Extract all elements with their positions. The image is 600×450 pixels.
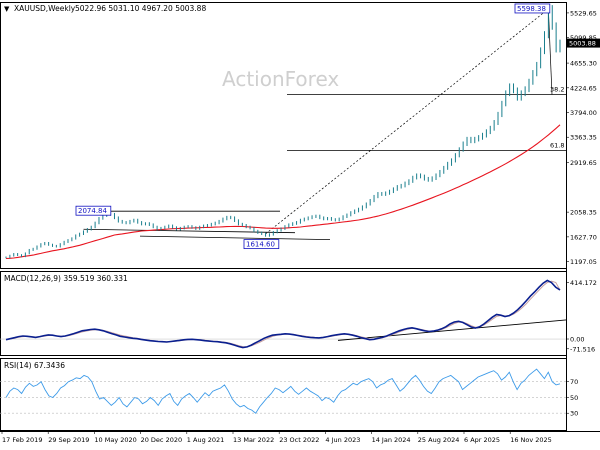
time-tick-label: 29 Sep 2019: [48, 436, 89, 444]
axis-layer: 5529.65 5099.85 4655.30 4224.65 3794.00 3363.…: [1, 9, 600, 444]
rsi-line: [5, 368, 561, 414]
low-label-box: [243, 239, 280, 250]
time-tick-label: 23 Oct 2022: [279, 436, 319, 444]
time-tick-label: 20 Dec 2020: [141, 436, 183, 444]
prior-high-label: 2074.84: [78, 207, 107, 215]
range-mid-line: [83, 228, 296, 234]
high-label: 5598.38: [517, 5, 546, 13]
macd-trend-line: [337, 319, 567, 341]
macd-layer: [0, 279, 567, 349]
macd-tick-label: -71.516: [570, 345, 595, 353]
time-tick-label: 14 Jan 2024: [372, 436, 411, 444]
macd-tick-label: 0.00: [570, 336, 584, 344]
rsi-panel-frame: [0, 358, 567, 431]
rsi-tick-label: 30: [570, 410, 578, 418]
sma-line: [5, 124, 561, 260]
price-tick-label: 4655.30: [570, 60, 597, 68]
rsi-tick-label: 70: [570, 378, 578, 386]
price-tick-label: 4224.65: [570, 84, 597, 92]
macd-main-line: [5, 279, 561, 349]
macd-panel-frame: [0, 271, 567, 356]
retrace-line: [548, 8, 553, 95]
time-tick-label: 17 Feb 2019: [2, 436, 42, 444]
rsi-layer: [0, 368, 566, 414]
time-tick-label: 25 Aug 2024: [418, 436, 460, 444]
rsi-title: RSI(14) 67.3436: [4, 361, 65, 370]
fib-38-label: 38.2: [550, 86, 564, 94]
macd-tick-label: 414.172: [570, 279, 597, 287]
time-tick-label: 13 Mar 2022: [233, 436, 274, 444]
macd-signal-line: [5, 280, 561, 348]
time-tick-label: 10 May 2020: [94, 436, 136, 444]
price-tick-label: 1197.05: [570, 258, 597, 266]
price-tick-label: 3363.35: [570, 134, 597, 142]
price-tick-label: 5099.85: [570, 34, 597, 42]
chart-symbol: XAUUSD,Weekly: [14, 4, 76, 13]
projection-line: [265, 8, 549, 235]
dropdown-arrow-icon[interactable]: ▼: [4, 5, 10, 13]
time-tick-label: 4 Jun 2023: [325, 436, 360, 444]
price-tick-label: 5529.65: [570, 9, 597, 17]
price-tick-label: 2919.65: [570, 159, 597, 167]
rsi-tick-label: 50: [570, 394, 578, 402]
current-price-tag: [567, 38, 600, 48]
range-bottom-line: [139, 235, 331, 240]
fib-61-label: 61.8: [550, 141, 564, 149]
prior-high-label-box: [75, 205, 112, 216]
time-tick-label: 16 Nov 2025: [510, 436, 552, 444]
time-tick-label: 1 Aug 2021: [187, 436, 225, 444]
price-layer: 38.2 61.8 2074.84 1614.60 5598.38: [5, 3, 566, 260]
watermark: ActionForex: [222, 67, 339, 91]
macd-title: MACD(12,26,9) 359.519 360.331: [4, 274, 128, 283]
high-label-box: [514, 3, 551, 14]
price-tick-label: 1627.70: [570, 233, 597, 241]
time-tick-label: 6 Apr 2025: [464, 436, 500, 444]
current-price-label: 5003.88: [569, 40, 596, 48]
price-tick-label: 2058.35: [570, 209, 597, 217]
low-label: 1614.60: [246, 241, 275, 249]
chart-ohlc: 5022.96 5031.10 4967.20 5003.88: [75, 4, 206, 13]
price-tick-label: 3794.00: [570, 109, 597, 117]
